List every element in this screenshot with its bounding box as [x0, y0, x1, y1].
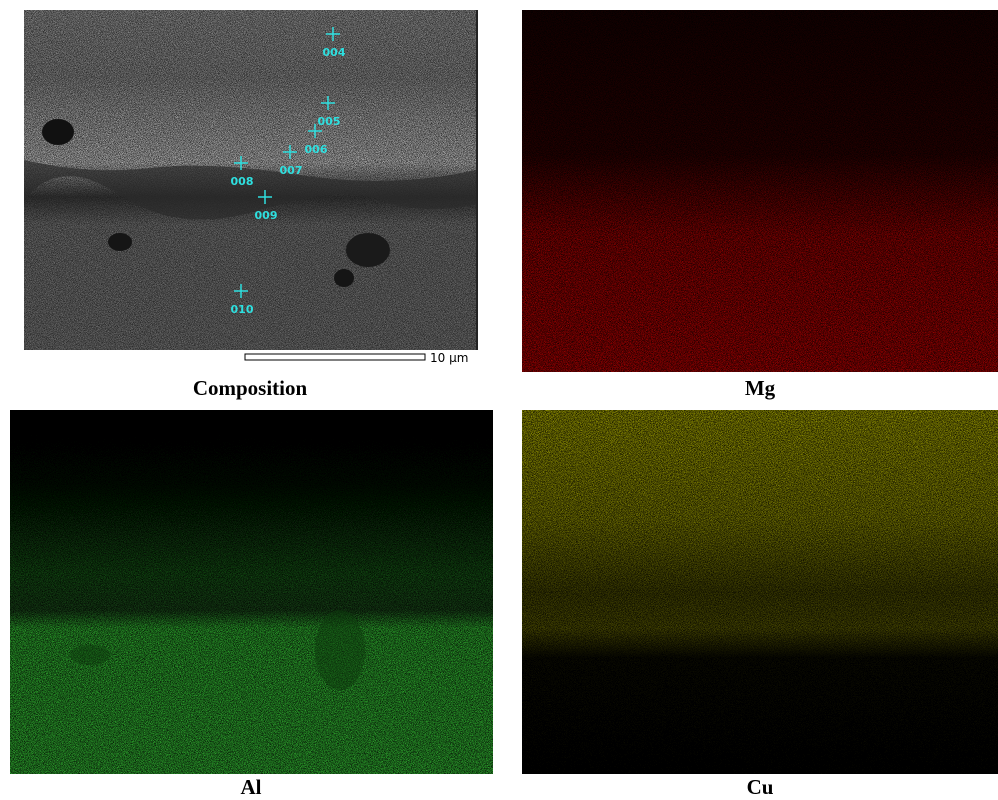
al-map: [10, 410, 493, 774]
caption: Cu: [747, 775, 774, 799]
caption: Mg: [745, 376, 776, 400]
point-label: 009: [255, 209, 278, 222]
mg-map: [522, 10, 998, 372]
point-label: 005: [318, 115, 341, 128]
point-label: 008: [231, 175, 254, 188]
scale-bar: [245, 354, 425, 360]
cu-map: [522, 410, 998, 774]
point-label: 010: [231, 303, 254, 316]
point-label: 004: [323, 46, 346, 59]
caption: Composition: [193, 376, 308, 400]
figure: 004005006007008009010 10 μm Composition …: [0, 0, 998, 800]
point-label: 006: [305, 143, 328, 156]
scale-bar-label: 10 μm: [430, 351, 468, 365]
caption: Al: [241, 775, 262, 799]
point-label: 007: [280, 164, 303, 177]
